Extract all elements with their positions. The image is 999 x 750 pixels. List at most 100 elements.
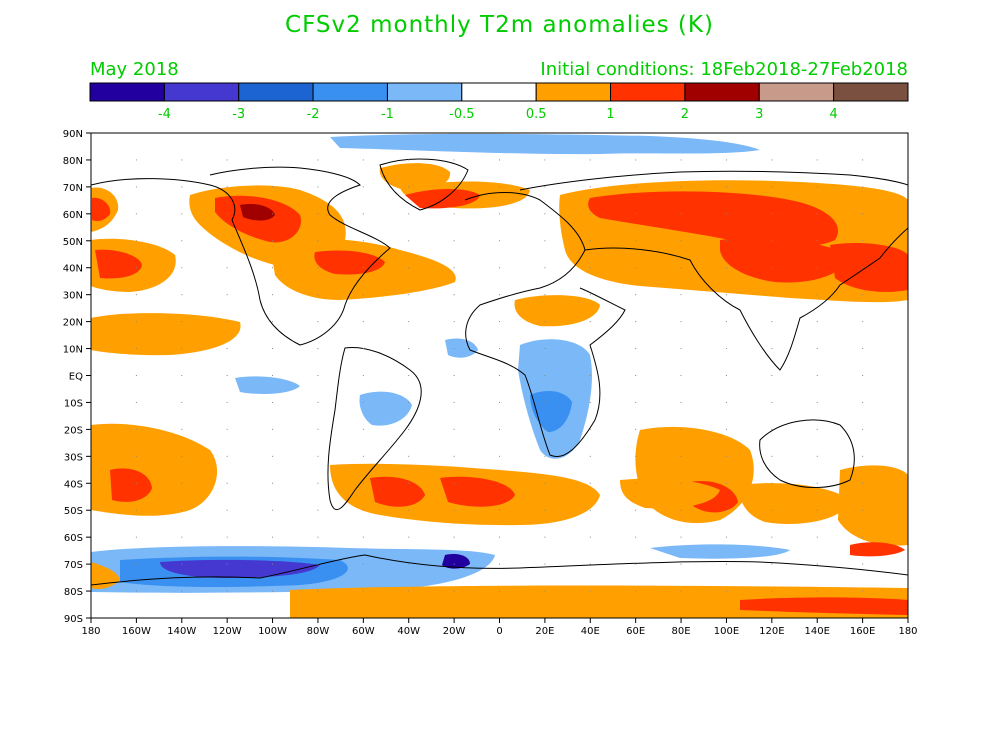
eurasia-warm-core [588, 191, 838, 247]
grid-dot [816, 267, 818, 269]
grid-dot [771, 455, 773, 457]
lon-label: 60W [352, 626, 375, 637]
grid-dot [816, 428, 818, 430]
grid-dot [725, 455, 727, 457]
grid-dot [816, 590, 818, 592]
grid-dot [362, 536, 364, 538]
grid-dot [317, 321, 319, 323]
southern-ocean-warm-east [739, 483, 850, 524]
grid-dot [272, 321, 274, 323]
grid-dot [408, 267, 410, 269]
grid-dot [181, 159, 183, 161]
grid-dot [226, 294, 228, 296]
grid-dot [362, 563, 364, 565]
arctic-coast-eurasia [519, 170, 908, 191]
lat-label: 90N [63, 129, 83, 140]
grid-dot [816, 375, 818, 376]
south-america-coast [327, 346, 422, 511]
grid-dot [181, 321, 183, 323]
grid-dot [408, 240, 410, 242]
colorbar-label: 0.5 [526, 107, 547, 122]
grid-dot [408, 428, 410, 430]
grid-dot [272, 482, 274, 484]
grid-dot [408, 455, 410, 457]
grid-dot [771, 294, 773, 296]
greenland-coast [379, 158, 469, 211]
grid-dot [453, 509, 455, 511]
grid-dot [499, 401, 500, 403]
forecast-month: May 2018 [90, 59, 179, 80]
grid-dot [453, 563, 455, 565]
grid-dot [862, 536, 864, 538]
grid-dot [816, 213, 818, 215]
lat-label: 40S [64, 479, 83, 490]
grid-dot [181, 240, 183, 242]
grid-dot [680, 240, 682, 242]
grid-dot [317, 159, 319, 161]
grid-dot [635, 401, 637, 403]
grid-dot [362, 321, 364, 323]
grid-dot [680, 159, 682, 161]
grid-dot [816, 159, 818, 161]
grid-dot [226, 563, 228, 565]
grid-dot [544, 455, 546, 457]
grid-dot [408, 401, 410, 403]
grid-dot [771, 401, 773, 403]
southern-ocean-warm [620, 478, 720, 509]
lon-label: 120E [759, 626, 784, 637]
grid-dot [771, 428, 773, 430]
grid-dot [589, 267, 591, 269]
east-pacific-warm-band [91, 313, 241, 356]
grid-dot [771, 159, 773, 161]
grid-dot [408, 536, 410, 538]
grid-dot [635, 159, 637, 161]
grid-dot [272, 375, 274, 376]
grid-dot [272, 455, 274, 457]
grid-dot [135, 428, 137, 430]
africa-europe-coast [464, 192, 626, 457]
grid-dot [499, 348, 500, 350]
grid-dot [408, 563, 410, 565]
grid-dot [589, 455, 591, 457]
grid-dot [135, 455, 137, 457]
grid-dot [226, 401, 228, 403]
grid-dot [453, 375, 455, 376]
grid-dot [589, 375, 591, 376]
grid-dot [499, 590, 500, 592]
lon-label: 100W [258, 626, 287, 637]
grid-dot [635, 536, 637, 538]
grid-dot [862, 401, 864, 403]
north-atlantic-warm-core [405, 188, 480, 209]
lon-label: 0 [496, 626, 502, 637]
colorbar-swatch [758, 82, 835, 102]
grid-dot [816, 294, 818, 296]
grid-dot [725, 213, 727, 215]
nw-pacific-warm-core [95, 249, 142, 279]
grid-dot [317, 482, 319, 484]
grid-dot [135, 401, 137, 403]
grid-dot [135, 509, 137, 511]
grid-dot [408, 294, 410, 296]
grid-dot [771, 590, 773, 592]
grid-dot [181, 186, 183, 188]
grid-dot [680, 321, 682, 323]
grid-dot [544, 294, 546, 296]
antarctic-cool-east [650, 544, 790, 559]
grid-dot [680, 375, 682, 376]
grid-dot [816, 348, 818, 350]
lat-label: 20S [64, 425, 83, 436]
grid-dot [862, 213, 864, 215]
arctic-cool-band [330, 133, 760, 155]
grid-dot [862, 267, 864, 269]
grid-dot [680, 590, 682, 592]
grid-dot [317, 240, 319, 242]
grid-dot [499, 536, 500, 538]
grid-dot [862, 428, 864, 430]
grid-dot [725, 375, 727, 376]
grid-dot [408, 186, 410, 188]
south-america-cool [359, 391, 412, 426]
nw-pacific-warm-core-east [830, 243, 908, 292]
grid-dot [362, 186, 364, 188]
grid-dot [680, 401, 682, 403]
grid-dot [499, 509, 500, 511]
